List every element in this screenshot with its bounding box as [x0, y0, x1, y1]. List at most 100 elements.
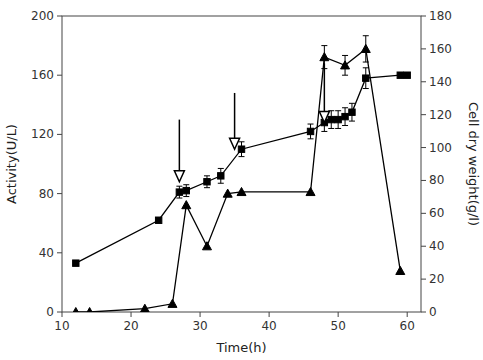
y2-tick [421, 16, 426, 17]
point [397, 72, 403, 78]
point [176, 189, 182, 195]
x-axis-label: Time(h) [215, 340, 266, 355]
arrow-head [319, 112, 329, 123]
error-bar [176, 186, 182, 198]
y2-tick-label: 160 [429, 42, 452, 56]
error-bar-cap [218, 168, 224, 169]
y2-tick [421, 213, 426, 214]
arrow-shaft [179, 120, 181, 171]
error-bar [308, 124, 314, 139]
error-bar [363, 68, 369, 89]
series [73, 68, 411, 267]
error-bar-cap [335, 110, 341, 111]
error-bar-cap [308, 138, 314, 139]
point [223, 189, 232, 197]
point [335, 116, 341, 122]
arrow-head [230, 138, 240, 149]
error-bar-cap [176, 186, 182, 187]
series [71, 36, 404, 312]
error-bar [183, 185, 189, 197]
x-axis: 102030405060Time(h) [54, 312, 414, 355]
point [182, 201, 191, 209]
y2-tick-label: 40 [429, 239, 444, 253]
x-tick-label: 20 [123, 319, 138, 333]
y2-tick-label: 120 [429, 108, 452, 122]
annotations [174, 63, 329, 181]
arrow [319, 63, 329, 122]
error-bar [342, 108, 348, 126]
y-tick-label: 160 [31, 68, 54, 82]
y-tick [57, 16, 62, 17]
point [363, 75, 369, 81]
error-bar-cap [363, 67, 369, 68]
y-axis: 04080120160200Activity(U/L) [4, 9, 62, 319]
error-bar-cap [239, 156, 245, 157]
x-tick [131, 312, 132, 317]
arrow [230, 93, 240, 149]
point [155, 217, 161, 223]
error-bar-cap [321, 131, 327, 132]
chart: 102030405060Time(h)04080120160200Activit… [0, 0, 483, 360]
x-tick-label: 30 [192, 319, 207, 333]
x-tick [62, 312, 63, 317]
error-bar-cap [328, 128, 334, 129]
x-tick-label: 40 [261, 319, 276, 333]
error-bar-cap [321, 45, 327, 46]
y-tick-label: 120 [31, 127, 54, 141]
point [307, 128, 313, 134]
y-tick [57, 312, 62, 313]
point [183, 187, 189, 193]
y2-axis: 020406080100120140160180Cell dry weight(… [421, 9, 481, 319]
error-bar-cap [204, 187, 210, 188]
error-bar-cap [335, 128, 341, 129]
error-bar-cap [363, 35, 369, 36]
error-bar-cap [176, 198, 182, 199]
x-tick [269, 312, 270, 317]
point [396, 266, 405, 274]
y-tick-label: 40 [39, 246, 54, 260]
error-bar [218, 168, 224, 183]
point [342, 113, 348, 119]
y-axis-label: Activity(U/L) [4, 124, 19, 204]
point [349, 109, 355, 115]
error-bar-cap [308, 124, 314, 125]
point [237, 187, 246, 195]
point [85, 308, 94, 313]
y2-tick-label: 140 [429, 75, 452, 89]
y2-tick [421, 180, 426, 181]
error-bar-cap [342, 55, 348, 56]
x-tick [338, 312, 339, 317]
point [238, 146, 244, 152]
x-tick [200, 312, 201, 317]
point [140, 304, 149, 312]
y2-tick [421, 48, 426, 49]
point [73, 260, 79, 266]
arrow-shaft [324, 63, 326, 111]
arrow-shaft [234, 93, 236, 138]
point [404, 72, 410, 78]
series-line [76, 49, 400, 312]
y2-axis-label: Cell dry weight(g/l) [466, 102, 481, 226]
error-bar-cap [342, 107, 348, 108]
error-bar-cap [363, 62, 369, 63]
error-bar-cap [342, 125, 348, 126]
arrow-head [174, 171, 184, 182]
y-tick-label: 0 [46, 305, 54, 319]
x-tick-label: 50 [331, 319, 346, 333]
y2-tick [421, 114, 426, 115]
y-tick [57, 193, 62, 194]
y-tick-label: 200 [31, 9, 54, 23]
y2-tick-label: 180 [429, 9, 452, 23]
data-area [71, 36, 410, 312]
point [320, 53, 329, 61]
error-bar [204, 176, 210, 188]
error-bar [239, 142, 245, 157]
point [71, 308, 80, 313]
y2-tick [421, 81, 426, 82]
error-bar-cap [342, 75, 348, 76]
point [341, 61, 350, 69]
x-tick-label: 10 [54, 319, 69, 333]
y-tick [57, 252, 62, 253]
error-bar-cap [349, 121, 355, 122]
plot-frame [62, 16, 421, 312]
